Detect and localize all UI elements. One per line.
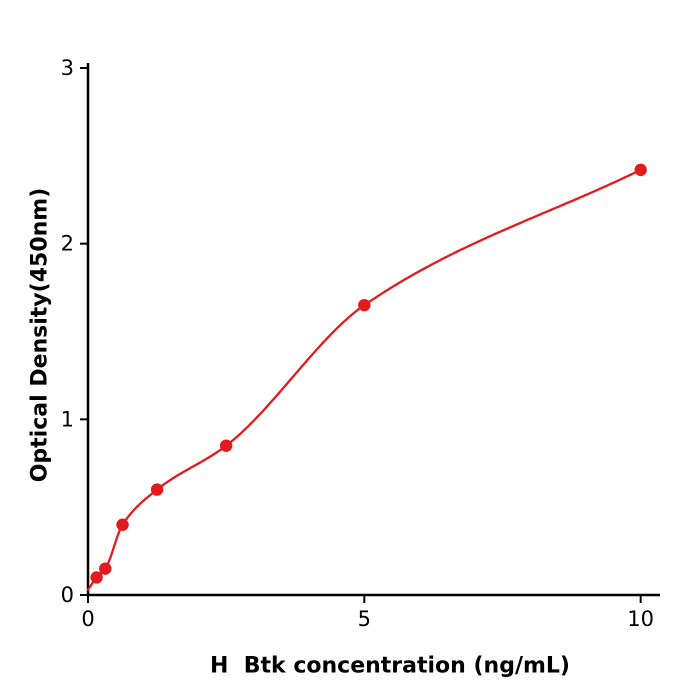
- y-tick-label: 2: [61, 232, 74, 256]
- x-tick-label: 0: [81, 607, 94, 631]
- y-tick-label: 1: [61, 407, 74, 431]
- y-tick-label: 3: [61, 56, 74, 80]
- y-axis-title: Optical Density(450nm): [27, 187, 53, 483]
- data-point: [150, 483, 164, 496]
- x-tick-label: 5: [358, 607, 371, 631]
- data-point: [90, 571, 103, 584]
- data-point: [99, 562, 112, 575]
- data-point: [219, 439, 233, 452]
- data-point: [358, 298, 371, 312]
- data-point: [634, 163, 647, 177]
- data-point: [116, 518, 129, 531]
- x-tick-label: 10: [627, 607, 654, 631]
- y-tick-label: 0: [61, 583, 74, 607]
- x-axis-title: H Btk concentration (ng/mL): [210, 653, 570, 679]
- fit-curve: [86, 168, 642, 591]
